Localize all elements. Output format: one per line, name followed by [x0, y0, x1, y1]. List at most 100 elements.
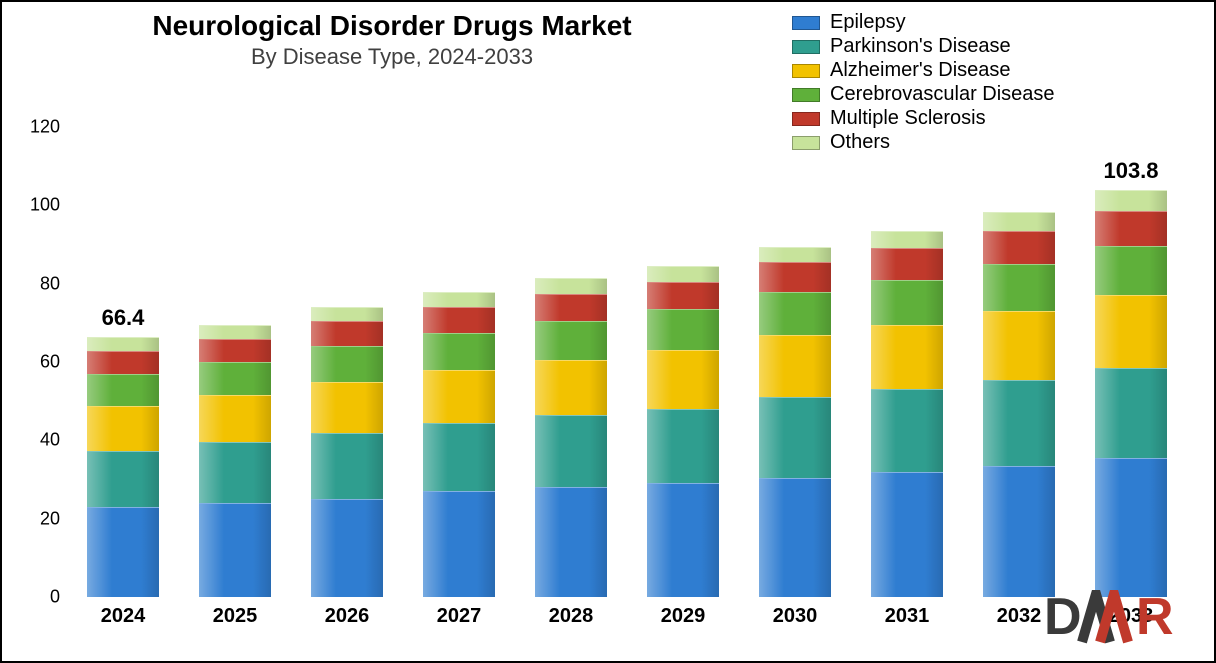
bar-segment-ms: [759, 262, 831, 291]
bar: [871, 231, 943, 597]
bar-segment-cerebrovascular: [871, 280, 943, 325]
bar-segment-cerebrovascular: [423, 333, 495, 370]
bar-segment-cerebrovascular: [759, 292, 831, 335]
bar-segment-others: [199, 325, 271, 339]
bar-segment-alzheimers: [423, 370, 495, 423]
bar-segment-cerebrovascular: [87, 374, 159, 405]
bars-layer: 66.4 103.8: [62, 127, 1192, 597]
bar-segment-epilepsy: [1095, 458, 1167, 597]
bar-segment-parkinsons: [647, 409, 719, 483]
bar-segment-others: [647, 266, 719, 282]
legend-label: Parkinson's Disease: [830, 35, 1011, 58]
x-tick-label: 2032: [997, 605, 1042, 628]
bar-segment-parkinsons: [759, 397, 831, 477]
bar: [759, 247, 831, 598]
bar-segment-others: [87, 337, 159, 351]
bar: [983, 212, 1055, 597]
bar-segment-parkinsons: [871, 389, 943, 471]
bar-segment-ms: [871, 248, 943, 279]
bar-segment-epilepsy: [647, 483, 719, 597]
bar-segment-epilepsy: [311, 499, 383, 597]
legend-label: Epilepsy: [830, 11, 906, 34]
x-tick-label: 2026: [325, 605, 370, 628]
bar-segment-ms: [311, 321, 383, 346]
bar-segment-epilepsy: [535, 487, 607, 597]
bar-segment-others: [871, 231, 943, 249]
bar-total-label: 103.8: [1103, 158, 1158, 184]
bar-segment-alzheimers: [871, 325, 943, 390]
logo-letter-r: R: [1136, 590, 1174, 646]
x-tick-label: 2029: [661, 605, 706, 628]
bar-segment-alzheimers: [199, 395, 271, 442]
bar-segment-parkinsons: [983, 380, 1055, 466]
bar-segment-cerebrovascular: [647, 309, 719, 350]
bar-segment-alzheimers: [983, 311, 1055, 380]
bar-segment-ms: [535, 294, 607, 321]
bar-segment-alzheimers: [1095, 295, 1167, 367]
bar: [199, 325, 271, 597]
legend-item: Epilepsy: [792, 11, 1055, 34]
bar: [423, 292, 495, 597]
legend-swatch: [792, 16, 820, 30]
bar-segment-parkinsons: [1095, 368, 1167, 458]
y-tick-label: 20: [40, 508, 60, 529]
bar-segment-ms: [1095, 211, 1167, 246]
bar-segment-parkinsons: [535, 415, 607, 487]
y-tick-label: 0: [50, 587, 60, 608]
bar-segment-parkinsons: [87, 451, 159, 507]
bar-segment-epilepsy: [87, 507, 159, 597]
bar-segment-cerebrovascular: [535, 321, 607, 360]
plot-area: 66.4 103.8: [62, 127, 1192, 597]
chart-title: Neurological Disorder Drugs Market: [2, 10, 782, 42]
bar-segment-parkinsons: [423, 423, 495, 492]
bar-segment-ms: [87, 351, 159, 375]
bar-segment-alzheimers: [87, 406, 159, 451]
logo-letter-m: [1082, 594, 1128, 642]
title-block: Neurological Disorder Drugs Market By Di…: [2, 10, 782, 70]
bar-segment-others: [759, 247, 831, 263]
legend-label: Alzheimer's Disease: [830, 59, 1011, 82]
bar-segment-epilepsy: [199, 503, 271, 597]
x-tick-label: 2031: [885, 605, 930, 628]
logo: D R: [1044, 590, 1194, 651]
bar-segment-ms: [423, 307, 495, 332]
bar-segment-cerebrovascular: [1095, 246, 1167, 295]
x-axis-labels: 2024202520262027202820292030203120322033: [62, 605, 1192, 635]
legend-item: Parkinson's Disease: [792, 35, 1055, 58]
bar-segment-others: [423, 292, 495, 308]
chart-subtitle: By Disease Type, 2024-2033: [2, 44, 782, 70]
legend-swatch: [792, 112, 820, 126]
y-tick-label: 80: [40, 273, 60, 294]
bar-segment-cerebrovascular: [983, 264, 1055, 311]
legend-swatch: [792, 88, 820, 102]
chart-frame: Neurological Disorder Drugs Market By Di…: [0, 0, 1216, 663]
bar-segment-alzheimers: [647, 350, 719, 409]
y-axis-labels: 020406080100120: [20, 127, 60, 597]
y-tick-label: 120: [30, 117, 60, 138]
bar: [1095, 190, 1167, 597]
bar-segment-epilepsy: [423, 491, 495, 597]
bar: [311, 307, 383, 597]
y-tick-label: 60: [40, 352, 60, 373]
bar-segment-others: [1095, 190, 1167, 211]
bar-segment-others: [535, 278, 607, 294]
x-tick-label: 2028: [549, 605, 594, 628]
bar-segment-ms: [199, 339, 271, 363]
logo-letter-d: D: [1044, 590, 1082, 646]
x-tick-label: 2024: [101, 605, 146, 628]
bar-segment-cerebrovascular: [199, 362, 271, 395]
legend-swatch: [792, 40, 820, 54]
bar: [535, 278, 607, 597]
bar: [647, 266, 719, 597]
bar-segment-alzheimers: [759, 335, 831, 398]
bar-segment-cerebrovascular: [311, 346, 383, 381]
x-tick-label: 2027: [437, 605, 482, 628]
y-tick-label: 40: [40, 430, 60, 451]
bar-segment-parkinsons: [311, 433, 383, 500]
legend-item: Cerebrovascular Disease: [792, 83, 1055, 106]
bar-segment-ms: [647, 282, 719, 309]
bar-segment-ms: [983, 231, 1055, 264]
bar-total-label: 66.4: [102, 305, 145, 331]
bar-segment-epilepsy: [759, 478, 831, 597]
bar-segment-alzheimers: [311, 382, 383, 433]
